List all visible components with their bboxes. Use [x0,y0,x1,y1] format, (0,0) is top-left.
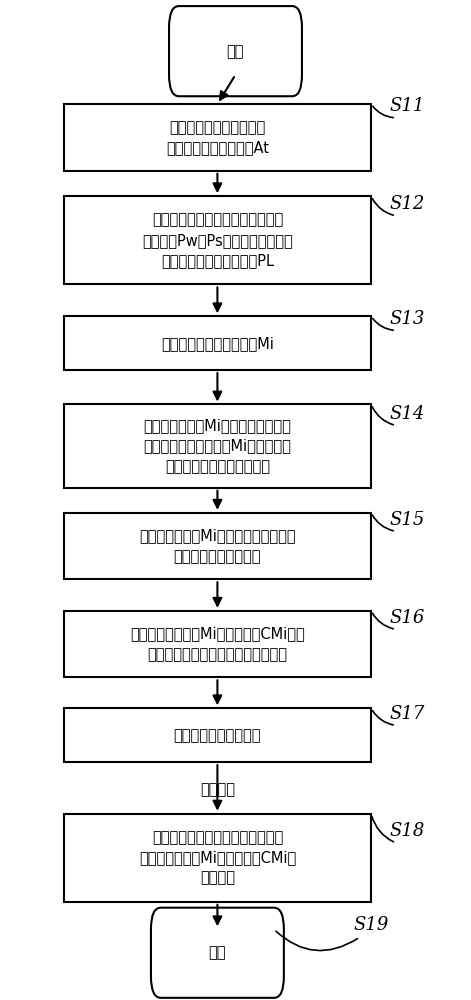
Bar [64,513,371,579]
Text: S19: S19 [353,916,389,934]
Bar [64,196,371,284]
Text: S12: S12 [390,195,425,213]
Text: 结束: 结束 [209,945,226,960]
Text: 求解模型，按从小到大排序输出调
用各类调峰资源Mi的调峰成本CMi与
调峰容量: 求解模型，按从小到大排序输出调 用各类调峰资源Mi的调峰成本CMi与 调峰容量 [139,830,296,886]
Text: 构建混合整数优化模型: 构建混合整数优化模型 [174,728,261,743]
Text: 求解模型: 求解模型 [200,783,235,798]
Text: S16: S16 [390,609,425,627]
Bar [64,104,371,171]
Bar [64,814,371,902]
Text: S14: S14 [390,405,425,423]
Text: 开始: 开始 [227,44,244,59]
Text: S17: S17 [390,705,425,723]
Bar [64,316,371,370]
Bar [64,611,371,677]
FancyBboxPatch shape [151,908,284,998]
Text: 确定各调峰资源Mi运行特性，根据调
度需求确定各调峰资源Mi可调度量范
围以及构建对应的成本模型: 确定各调峰资源Mi运行特性，根据调 度需求确定各调峰资源Mi可调度量范 围以及构… [144,418,292,474]
Text: 确定各调峰资源Mi调用时需满足的安全
稳定及经济性约束条件: 确定各调峰资源Mi调用时需满足的安全 稳定及经济性约束条件 [139,528,296,564]
Bar [64,708,371,762]
Text: S18: S18 [390,822,425,840]
Text: S11: S11 [390,97,425,115]
FancyBboxPatch shape [169,6,302,96]
Bar [64,404,371,488]
Text: 获取风电和太阳能发电机组的时序
理论出力Pw、Ps，常规电源机组的
运行特性和时序负荷需求PL: 获取风电和太阳能发电机组的时序 理论出力Pw、Ps，常规电源机组的 运行特性和时… [142,212,293,268]
Text: S13: S13 [390,310,425,328]
Text: 确定各类调峰资源Mi的调峰成本CMi，分
别确定上调峰时与下调峰时目标函数: 确定各类调峰资源Mi的调峰成本CMi，分 别确定上调峰时与下调峰时目标函数 [130,626,305,662]
Text: 确定系统内可用调峰资源Mi: 确定系统内可用调峰资源Mi [161,336,274,351]
Text: 确定特定区域电力调度机
构在特定时段调峰需求At: 确定特定区域电力调度机 构在特定时段调峰需求At [166,120,269,155]
Text: S15: S15 [390,511,425,529]
